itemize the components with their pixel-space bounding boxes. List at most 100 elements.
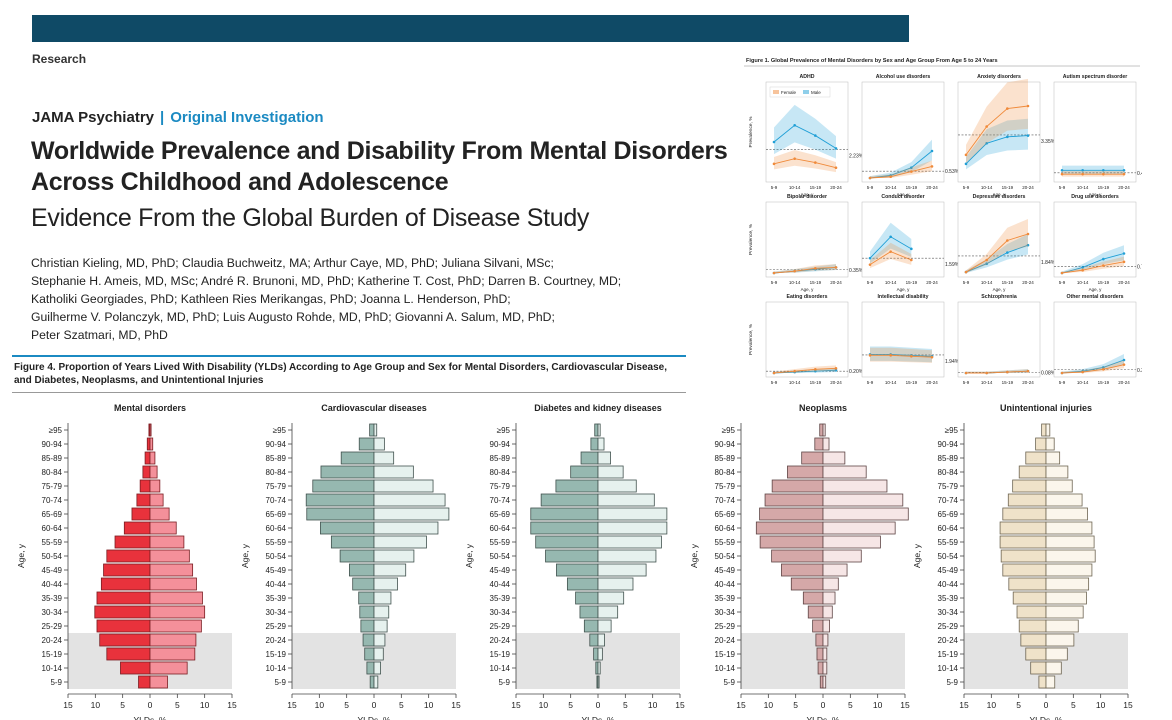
bar-left	[358, 437, 375, 451]
bar-right	[149, 577, 197, 591]
age-tick-label: 25-29	[490, 622, 511, 631]
x-tick-label: 20-24	[1118, 280, 1130, 285]
x-tick-label: 10-14	[981, 380, 993, 385]
age-tick-label: 25-29	[715, 622, 736, 631]
female-point	[910, 170, 913, 173]
bar-right	[597, 465, 624, 479]
bar-left	[759, 535, 824, 549]
bar-left	[807, 605, 824, 619]
bar-left	[575, 591, 599, 605]
male-point	[834, 147, 838, 150]
y-axis-title: Age, y	[16, 543, 26, 568]
female-point	[772, 371, 776, 375]
bar-left	[1025, 647, 1047, 661]
bar-right	[597, 563, 647, 577]
x-tick-label: 10	[764, 700, 774, 710]
female-line	[965, 105, 1029, 156]
female-point	[814, 367, 817, 371]
x-tick-label: 15-19	[906, 280, 918, 285]
age-tick-label: 70-74	[715, 496, 736, 505]
female-uncertainty-band	[774, 365, 836, 373]
age-tick-label: 60-64	[938, 524, 959, 533]
age-tick-label: 40-44	[938, 580, 959, 589]
x-tick-label: 10-14	[981, 185, 993, 190]
x-tick-label: 20-24	[926, 280, 938, 285]
x-tick-label: 15-19	[810, 380, 822, 385]
age-tick-label: 90-94	[42, 440, 63, 449]
male-point	[834, 368, 838, 372]
bar-right	[373, 591, 392, 605]
bar-right	[822, 605, 833, 619]
x-tick-label: 15	[900, 700, 910, 710]
female-point	[1060, 371, 1064, 375]
female-point	[1122, 172, 1126, 176]
male-point	[910, 166, 913, 170]
bar-left	[590, 437, 599, 451]
bar-right	[1045, 563, 1093, 577]
female-point	[793, 369, 796, 373]
prevalence-panel-11: Other mental disorders 0.35% 5-9 10-14 15-19…	[1053, 294, 1142, 385]
bar-right	[149, 605, 206, 619]
bar-left	[764, 493, 824, 507]
age-tick-label: 65-69	[266, 510, 287, 519]
bar-right	[1045, 549, 1096, 563]
bar-right	[1045, 647, 1068, 661]
bar-right	[1045, 577, 1090, 591]
x-tick-label: 10	[315, 700, 325, 710]
bar-left	[771, 549, 824, 563]
male-point	[910, 247, 913, 251]
panel-title: Bipolar disorder	[787, 194, 827, 200]
bar-left	[1018, 465, 1047, 479]
x-tick-label: 15-19	[1002, 380, 1014, 385]
journal-name: JAMA Psychiatry	[32, 109, 154, 126]
article-type-link[interactable]: Original Investigation	[170, 109, 324, 126]
bar-left	[306, 507, 375, 521]
x-tick-label: 20-24	[830, 280, 842, 285]
female-point	[793, 269, 796, 273]
age-tick-label: 30-34	[266, 608, 287, 617]
age-tick-label: 35-39	[490, 594, 511, 603]
panel-frame	[1053, 81, 1137, 183]
female-line	[966, 370, 1029, 374]
bar-left	[114, 535, 151, 549]
age-tick-label: 70-74	[266, 496, 287, 505]
bar-right	[1045, 493, 1083, 507]
female-line	[869, 165, 933, 179]
bar-left	[566, 577, 599, 591]
age-tick-label: 55-59	[42, 538, 63, 547]
bar-left	[360, 619, 375, 633]
bar-right	[149, 493, 164, 507]
x-tick-label: 15-19	[1098, 280, 1110, 285]
female-point	[814, 267, 817, 270]
bar-right	[149, 479, 161, 493]
bar-right	[1045, 591, 1087, 605]
x-tick-label: 15-19	[906, 185, 918, 190]
female-line	[1061, 261, 1125, 274]
age-tick-label: 50-54	[490, 552, 511, 561]
male-uncertainty-band	[870, 346, 932, 363]
male-point	[1122, 358, 1126, 362]
male-point	[889, 235, 892, 239]
y-axis-title: Age, y	[464, 543, 474, 568]
female-point	[1122, 260, 1126, 264]
panel-title: Schizophrenia	[981, 294, 1017, 300]
bar-right	[373, 437, 385, 451]
x-tick-label: 10-14	[885, 380, 897, 385]
bar-right	[597, 633, 605, 647]
female-point	[772, 271, 776, 275]
female-point	[1081, 172, 1084, 176]
bar-left	[136, 493, 151, 507]
x-tick-label: 5-9	[867, 185, 874, 190]
bar-right	[373, 647, 384, 661]
bar-right	[597, 661, 601, 675]
age-tick-label: 35-39	[266, 594, 287, 603]
x-tick-label: 20-24	[830, 185, 842, 190]
x-axis-title: YLDs, %	[357, 715, 391, 720]
bar-left	[106, 549, 151, 563]
bar-left	[94, 605, 151, 619]
bar-right	[597, 423, 601, 437]
x-tick-label: 5	[623, 700, 628, 710]
x-tick-label: 20-24	[1118, 380, 1130, 385]
bar-right	[373, 619, 388, 633]
x-tick-label: 15	[1123, 700, 1133, 710]
